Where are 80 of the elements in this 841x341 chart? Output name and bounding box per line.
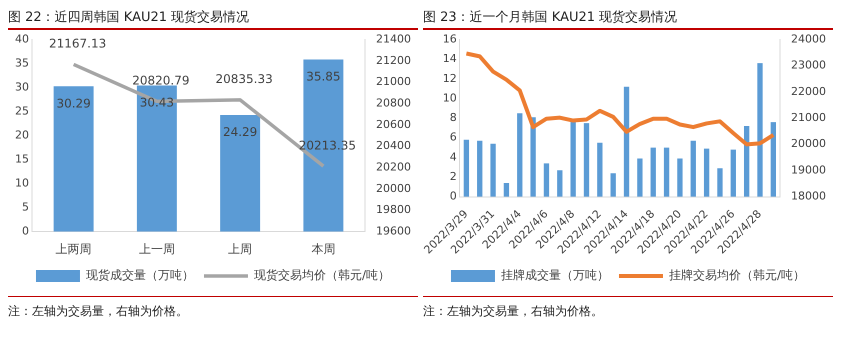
x-tick-label: 上两周 xyxy=(56,242,92,256)
chart-title: 图 22：近四周韩国 KAU21 现货交易情况 xyxy=(8,8,418,30)
y-tick-label: 25 xyxy=(14,104,29,118)
y2-tick-label: 20800 xyxy=(376,96,412,110)
text: 注：左轴为交易量，右轴为价格。 xyxy=(8,296,418,320)
bar xyxy=(770,122,776,197)
bar xyxy=(610,173,616,197)
y2-tick-label: 19800 xyxy=(376,203,412,216)
bar xyxy=(597,142,603,197)
y2-tick-label: 24000 xyxy=(791,32,826,46)
bar xyxy=(730,150,736,197)
y-tick-label: 10 xyxy=(442,91,457,104)
y-tick-label: 35 xyxy=(14,56,29,70)
bar xyxy=(544,163,550,197)
bar xyxy=(757,63,763,197)
bar xyxy=(517,113,522,197)
bar xyxy=(220,115,260,232)
y-tick-label: 12 xyxy=(442,72,457,85)
bar xyxy=(504,183,510,197)
x-tick-label: 本周 xyxy=(311,242,336,256)
bar xyxy=(54,86,94,232)
y2-tick-label: 20200 xyxy=(376,160,412,174)
bar xyxy=(490,144,496,197)
bar xyxy=(704,148,710,197)
y-tick-label: 0 xyxy=(22,224,29,238)
y2-tick-label: 21000 xyxy=(376,75,412,88)
y-tick-label: 30 xyxy=(14,80,29,94)
bar xyxy=(664,148,670,197)
y-tick-label: 16 xyxy=(442,32,457,46)
data-label: 30.43 xyxy=(140,96,174,110)
y-tick-label: 40 xyxy=(14,32,29,46)
chart-title: 图 23：近一个月韩国 KAU21 现货交易情况 xyxy=(423,8,833,30)
data-label: 35.85 xyxy=(306,70,341,84)
y-tick-label: 0 xyxy=(450,190,457,203)
y-tick-label: 14 xyxy=(442,52,457,66)
y-tick-label: 4 xyxy=(450,150,457,164)
bar xyxy=(136,86,177,232)
y2-tick-label: 20000 xyxy=(791,137,826,150)
bar xyxy=(744,126,750,197)
bar xyxy=(584,123,590,197)
y-tick-label: 15 xyxy=(14,152,29,166)
bar xyxy=(477,140,482,197)
y2-tick-label: 19600 xyxy=(376,224,412,238)
bar xyxy=(530,117,536,197)
data-label: 30.29 xyxy=(56,96,91,110)
bar xyxy=(637,158,643,197)
y-tick-label: 2 xyxy=(450,170,457,183)
text: 注：左轴为交易量，右轴为价格。 xyxy=(423,296,833,320)
y2-tick-label: 22000 xyxy=(791,84,826,98)
y2-tick-label: 23000 xyxy=(791,58,826,72)
data-label: 20835.33 xyxy=(215,72,273,86)
y2-tick-label: 20000 xyxy=(376,182,412,195)
bar xyxy=(464,140,470,197)
data-label: 20820.79 xyxy=(132,74,190,88)
y2-tick-label: 21200 xyxy=(376,54,412,67)
x-tick-label: 上一周 xyxy=(138,242,175,256)
bar xyxy=(717,168,723,197)
y-tick-label: 5 xyxy=(22,200,29,214)
legend-label: 现货交易均价（韩元/吨） xyxy=(254,268,390,282)
y-tick-label: 10 xyxy=(14,176,29,190)
data-label: 24.29 xyxy=(222,125,258,140)
legend-label: 挂牌交易均价（韩元/吨） xyxy=(668,268,806,282)
x-tick-label: 上周 xyxy=(228,242,252,256)
y-tick-label: 8 xyxy=(450,111,457,124)
legend-label: 挂牌成交量（万吨） xyxy=(500,268,609,282)
y2-tick-label: 20400 xyxy=(376,139,412,152)
bar xyxy=(690,140,696,197)
y2-tick-label: 18000 xyxy=(791,190,826,203)
bar xyxy=(570,120,576,197)
bar xyxy=(650,148,656,197)
y2-tick-label: 21400 xyxy=(376,32,412,46)
y-tick-label: 20 xyxy=(14,128,29,142)
y-tick-label: 6 xyxy=(450,130,457,144)
y2-tick-label: 21000 xyxy=(791,111,826,124)
legend-label: 现货成交量（万吨） xyxy=(86,268,194,282)
bar xyxy=(557,170,562,197)
bar xyxy=(677,158,683,197)
y2-tick-label: 20600 xyxy=(376,118,412,131)
data-label: 21167.13 xyxy=(48,36,106,51)
y2-tick-label: 19000 xyxy=(791,163,826,176)
